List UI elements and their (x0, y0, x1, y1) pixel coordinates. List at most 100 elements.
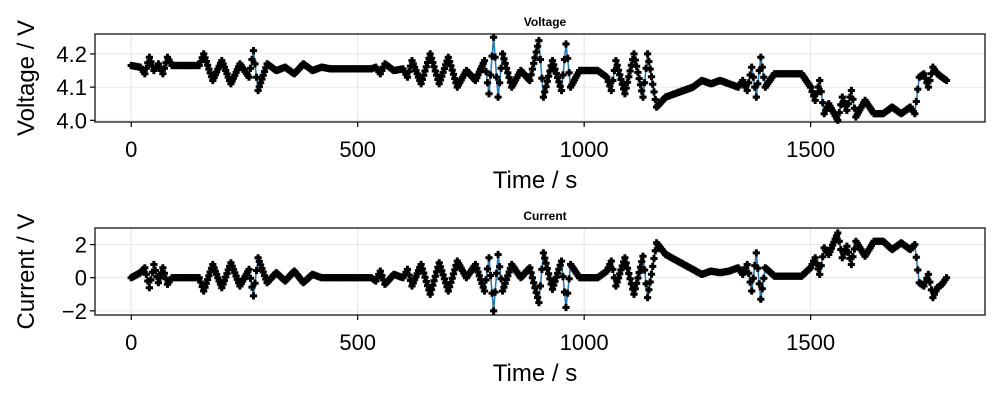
data-point (749, 73, 757, 81)
x-tick-label: 1000 (560, 137, 609, 162)
data-point (645, 286, 653, 294)
data-point (160, 64, 168, 72)
series-markers (127, 33, 951, 124)
data-point (483, 265, 492, 273)
data-point (911, 241, 919, 249)
data-point (482, 276, 490, 284)
data-point (557, 257, 566, 265)
data-point (757, 295, 765, 303)
data-point (651, 247, 659, 255)
data-point (758, 63, 766, 71)
data-point (645, 57, 653, 66)
y-axis-label: Current / V (13, 213, 40, 329)
data-point (649, 80, 657, 88)
data-point (609, 265, 617, 273)
data-point (844, 248, 852, 256)
data-point (924, 83, 932, 91)
data-point (835, 109, 843, 117)
data-point (635, 75, 643, 83)
data-point (914, 266, 922, 274)
x-tick-label: 1000 (560, 330, 609, 355)
data-point (849, 253, 857, 261)
y-tick-label: 4.1 (56, 75, 87, 100)
data-point (642, 280, 650, 288)
data-point (651, 95, 659, 104)
data-point (607, 86, 615, 95)
data-point (490, 33, 498, 41)
data-point (752, 249, 760, 257)
data-point (535, 299, 543, 307)
data-point (843, 242, 851, 250)
data-point (252, 73, 261, 81)
data-point (535, 37, 543, 45)
series-markers (127, 229, 951, 315)
chart-panel-voltage: 0 500 1000 1500 4.0 4.1 4.2 Voltage Time / s Volt… (13, 15, 986, 194)
data-point (813, 90, 821, 98)
x-tick-label: 1500 (786, 330, 835, 355)
data-point (490, 307, 498, 315)
data-point (638, 87, 646, 95)
data-point (926, 278, 934, 286)
data-point (748, 287, 756, 295)
data-point (835, 237, 843, 245)
data-point (376, 267, 384, 275)
data-point (844, 100, 852, 108)
data-point (483, 79, 492, 87)
data-point (142, 270, 150, 278)
data-point (816, 76, 824, 85)
data-point (487, 271, 495, 280)
data-point (487, 71, 495, 79)
data-point (646, 278, 654, 286)
data-point (485, 254, 493, 262)
data-point (564, 289, 572, 297)
y-tick-label: 0 (75, 266, 87, 291)
y-axis-label: Voltage / V (13, 20, 40, 136)
x-tick-label: 500 (339, 330, 376, 355)
data-point (644, 294, 652, 302)
data-point (942, 274, 951, 282)
data-point (926, 76, 934, 85)
y-tick-label: 4.0 (56, 108, 87, 133)
data-point (817, 262, 825, 270)
data-point (248, 55, 256, 64)
data-point (609, 76, 617, 85)
data-point (755, 280, 763, 288)
data-point (754, 80, 762, 88)
data-point (811, 96, 819, 104)
data-point (538, 74, 546, 82)
data-point (745, 269, 753, 277)
data-point (639, 252, 647, 260)
data-point (480, 57, 489, 65)
data-point (644, 50, 652, 58)
data-point (647, 270, 656, 278)
data-point (491, 53, 499, 61)
data-point (924, 270, 932, 278)
data-point (749, 274, 757, 282)
data-point (493, 269, 501, 277)
data-point (847, 86, 855, 95)
data-point (754, 264, 762, 272)
data-point (494, 93, 502, 101)
chart-panel-current: 0 500 1000 1500 −2 0 2 Current Time / s Current /… (13, 209, 986, 387)
data-point (141, 264, 149, 272)
x-tick-label: 0 (125, 330, 137, 355)
data-point (147, 276, 155, 284)
x-tick-label: 0 (125, 137, 137, 162)
data-point (493, 73, 501, 81)
x-axis-label: Time / s (493, 167, 577, 194)
y-tick-label: 2 (75, 233, 87, 258)
data-point (562, 40, 570, 48)
data-point (834, 116, 842, 124)
data-point (647, 73, 656, 81)
data-point (757, 53, 765, 61)
data-point (557, 86, 566, 95)
data-point (646, 65, 654, 73)
data-point (760, 274, 768, 282)
data-point (559, 71, 567, 79)
data-point (245, 73, 253, 81)
data-point (249, 292, 258, 300)
data-point (911, 110, 919, 118)
data-point (748, 63, 756, 71)
data-point (562, 303, 570, 312)
chart-title: Current (523, 209, 566, 223)
